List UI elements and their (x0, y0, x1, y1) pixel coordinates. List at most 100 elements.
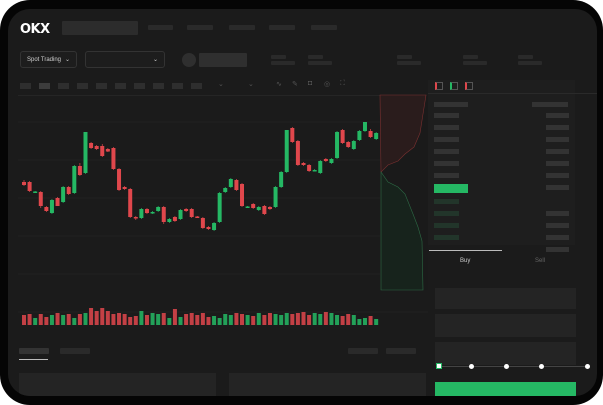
price-input[interactable] (435, 288, 576, 309)
timeframe-button[interactable] (172, 83, 183, 89)
nav-item[interactable] (269, 25, 295, 30)
volume-bar (167, 318, 172, 325)
volume-bar (111, 314, 116, 325)
timeframe-button[interactable] (39, 83, 50, 89)
slider-stop[interactable] (585, 364, 590, 369)
candle-body (161, 207, 166, 222)
volume-bar (340, 316, 345, 325)
candle-body (357, 131, 362, 140)
orderbook-buy-icon[interactable] (450, 82, 458, 90)
pair-dropdown[interactable]: ⌄ (85, 51, 165, 68)
ask-amount (546, 185, 569, 190)
settings-icon[interactable]: ◎ (324, 81, 331, 88)
volume-bar (323, 312, 328, 325)
indicator-button[interactable]: ⌄ (218, 81, 224, 88)
bid-amount (546, 223, 569, 228)
tab-sell[interactable]: Sell (535, 258, 546, 264)
trading-mode-dropdown[interactable]: Spot Trading ⌄ (20, 51, 77, 68)
camera-icon[interactable]: ◘ (308, 80, 313, 87)
fullscreen-icon[interactable]: ⛶ (340, 80, 345, 87)
timeframe-button[interactable] (58, 83, 69, 89)
search-bar[interactable] (62, 21, 138, 35)
ask-price (434, 125, 459, 130)
timeframe-button[interactable] (20, 83, 31, 89)
candle-body (273, 187, 278, 207)
candle-body (318, 161, 323, 173)
orders-panel (19, 373, 216, 396)
pencil-icon[interactable]: ✎ (292, 81, 298, 88)
amount-input[interactable] (435, 314, 576, 337)
candle-body (223, 188, 228, 192)
volume-bar (49, 315, 54, 325)
filter-button[interactable] (348, 348, 378, 354)
volume-bar (139, 311, 144, 325)
nav-item[interactable] (311, 25, 337, 30)
candle-body (22, 182, 26, 185)
timeframe-button[interactable] (191, 83, 202, 89)
volume-bar (335, 315, 340, 325)
app-screen: OKX Spot Trading ⌄ ⌄ ∿ ✎ ◘ ◎ ⛶ ⌄ ⌄ Buy Sell (8, 9, 597, 396)
candle-body (262, 206, 267, 214)
candle-body (89, 143, 94, 148)
volume-bar (150, 313, 155, 325)
volume-bar (301, 312, 306, 325)
nav-item[interactable] (187, 25, 213, 30)
timeframe-button[interactable] (96, 83, 107, 89)
slider-track[interactable] (440, 366, 588, 367)
volume-bar (295, 313, 300, 325)
candlestick-chart[interactable] (8, 9, 597, 396)
slider-handle[interactable] (436, 363, 442, 369)
nav-item[interactable] (148, 25, 173, 30)
line-icon[interactable]: ∿ (276, 81, 282, 88)
volume-bar (38, 314, 43, 325)
volume-bar (105, 311, 110, 325)
timeframe-button[interactable] (134, 83, 145, 89)
tab-history[interactable] (60, 348, 90, 354)
volume-bar (267, 313, 272, 325)
candle-body (346, 142, 351, 147)
candle-body (167, 219, 172, 222)
volume-bar (94, 311, 99, 325)
ask-amount (546, 173, 569, 178)
volume-bar (195, 315, 200, 325)
volume-bar (128, 317, 133, 325)
timeframe-button[interactable] (115, 83, 126, 89)
volume-bar (122, 314, 127, 325)
volume-bar (33, 318, 38, 325)
volume-bar (66, 314, 71, 325)
ask-price (434, 149, 459, 154)
slider-stop[interactable] (469, 364, 474, 369)
tab-open-orders[interactable] (19, 348, 49, 354)
filter-button[interactable] (386, 348, 416, 354)
orderbook-sell-icon[interactable] (465, 82, 473, 90)
candle-body (234, 180, 239, 190)
volume-bar (117, 313, 122, 325)
volume-bar (200, 313, 205, 325)
slider-stop[interactable] (504, 364, 509, 369)
buy-button[interactable] (435, 382, 576, 396)
total-input[interactable] (435, 342, 576, 365)
volume-bar (273, 314, 278, 325)
tab-buy[interactable]: Buy (460, 258, 471, 264)
tab-underline (19, 359, 48, 360)
nav-item[interactable] (229, 25, 255, 30)
ask-price (434, 113, 459, 118)
volume-bar (22, 315, 26, 325)
candle-body (184, 209, 189, 211)
candle-body (49, 200, 54, 213)
candle-body (27, 182, 32, 191)
stat-value (463, 61, 487, 65)
volume-bar (189, 313, 194, 325)
timeframe-button[interactable] (77, 83, 88, 89)
timeframe-button[interactable] (153, 83, 164, 89)
candle-body (206, 227, 211, 229)
volume-bar (178, 317, 183, 325)
chart-type-button[interactable]: ⌄ (248, 81, 254, 88)
volume-bar (228, 315, 233, 325)
stat-value (308, 61, 332, 65)
slider-stop[interactable] (539, 364, 544, 369)
candle-body (55, 198, 60, 206)
volume-bar (83, 313, 88, 325)
orderbook-both-icon[interactable] (435, 82, 443, 90)
bid-price (434, 211, 459, 216)
